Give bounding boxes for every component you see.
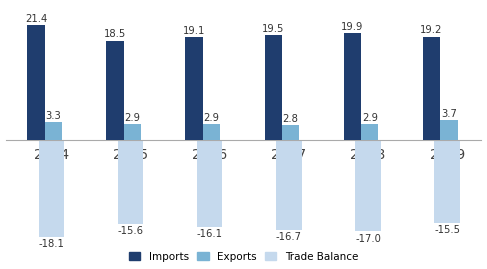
Bar [203, 124, 220, 140]
Bar [276, 140, 301, 230]
Text: 19.9: 19.9 [341, 22, 364, 32]
Text: -15.5: -15.5 [434, 225, 460, 235]
Text: -17.0: -17.0 [355, 233, 381, 243]
Text: 2.8: 2.8 [283, 114, 299, 123]
Bar [118, 140, 143, 224]
Text: -16.7: -16.7 [276, 232, 302, 242]
Bar [356, 140, 381, 231]
Text: 18.5: 18.5 [104, 29, 126, 39]
Text: 2.9: 2.9 [124, 113, 140, 123]
Bar [124, 124, 141, 140]
Text: -18.1: -18.1 [38, 239, 64, 249]
Bar [39, 140, 64, 237]
Text: 19.1: 19.1 [183, 26, 206, 36]
Text: 3.7: 3.7 [441, 109, 457, 119]
Bar [344, 33, 361, 140]
Text: -15.6: -15.6 [118, 226, 144, 236]
Bar [106, 41, 124, 140]
Text: 2.9: 2.9 [204, 113, 220, 123]
Bar [361, 124, 378, 140]
Legend: Imports, Exports, Trade Balance: Imports, Exports, Trade Balance [125, 247, 362, 266]
Bar [423, 37, 440, 140]
Text: 2.9: 2.9 [362, 113, 378, 123]
Bar [434, 140, 460, 223]
Bar [197, 140, 223, 226]
Text: 19.2: 19.2 [420, 25, 443, 36]
Bar [27, 25, 45, 140]
Bar [45, 122, 62, 140]
Text: 3.3: 3.3 [45, 111, 61, 121]
Text: 19.5: 19.5 [262, 24, 284, 34]
Text: 21.4: 21.4 [25, 13, 47, 24]
Bar [186, 37, 203, 140]
Bar [264, 35, 282, 140]
Bar [282, 125, 300, 140]
Text: -16.1: -16.1 [197, 229, 223, 239]
Bar [440, 120, 458, 140]
